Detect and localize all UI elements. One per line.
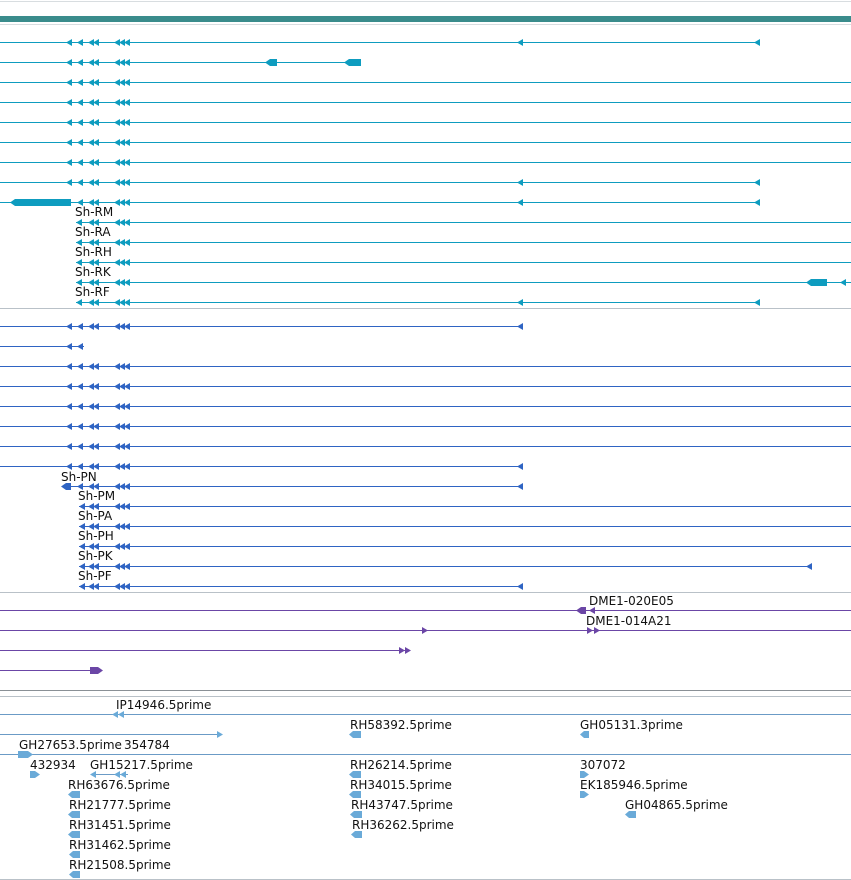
transcript-row[interactable] bbox=[0, 59, 361, 66]
est-feature[interactable]: RH21777.5prime bbox=[68, 798, 171, 818]
est-feature[interactable]: 307072 bbox=[580, 758, 626, 778]
protein-row-sh-pm[interactable]: Sh-PM bbox=[78, 489, 851, 510]
protein-row[interactable] bbox=[0, 423, 851, 430]
protein-row[interactable] bbox=[0, 443, 851, 450]
fosmid-label: DME1-014A21 bbox=[586, 614, 672, 628]
fosmid-row[interactable] bbox=[0, 627, 428, 634]
est-feature[interactable]: RH31462.5prime bbox=[69, 838, 171, 858]
protein-row-sh-ph[interactable]: Sh-PH bbox=[78, 529, 851, 550]
protein-label: Sh-PF bbox=[78, 569, 112, 583]
est-feature[interactable]: RH58392.5prime bbox=[349, 718, 452, 738]
protein-row-sh-pf[interactable]: Sh-PF bbox=[78, 569, 523, 590]
protein-label: Sh-PM bbox=[78, 489, 115, 503]
est-feature[interactable]: 432934 bbox=[30, 758, 76, 778]
est-label: RH21777.5prime bbox=[69, 798, 171, 812]
top-ruler bbox=[0, 1, 851, 25]
transcript-row[interactable] bbox=[0, 179, 760, 186]
protein-row[interactable] bbox=[0, 323, 523, 330]
transcript-row[interactable] bbox=[0, 159, 851, 166]
transcript-row-sh-ra[interactable]: Sh-RA bbox=[75, 225, 851, 246]
est-label: 307072 bbox=[580, 758, 626, 772]
transcript-label: Sh-RF bbox=[75, 285, 110, 299]
est-label: RH21508.5prime bbox=[69, 858, 171, 872]
est-label: RH58392.5prime bbox=[350, 718, 452, 732]
est-label: RH31462.5prime bbox=[69, 838, 171, 852]
protein-row-sh-pa[interactable]: Sh-PA bbox=[78, 509, 851, 530]
transcript-row-sh-rm[interactable]: Sh-RM bbox=[75, 205, 851, 226]
est-feature[interactable]: RH36262.5prime bbox=[351, 818, 454, 838]
protein-label: Sh-PA bbox=[78, 509, 113, 523]
est-feature[interactable]: GH15217.5prime bbox=[90, 758, 193, 778]
est-feature[interactable]: RH43747.5prime bbox=[350, 798, 453, 818]
est-feature[interactable]: 354784 bbox=[124, 731, 223, 752]
transcript-label: Sh-RH bbox=[75, 245, 112, 259]
est-label: GH15217.5prime bbox=[90, 758, 193, 772]
est-label: GH27653.5prime bbox=[19, 738, 122, 752]
transcript-label: Sh-RA bbox=[75, 225, 111, 239]
protein-row[interactable] bbox=[0, 363, 851, 370]
est-label: 354784 bbox=[124, 738, 170, 752]
transcript-row[interactable] bbox=[0, 99, 851, 106]
protein-row-sh-pn[interactable]: Sh-PN bbox=[61, 470, 523, 490]
protein-label: Sh-PH bbox=[78, 529, 114, 543]
est-label: 432934 bbox=[30, 758, 76, 772]
transcript-track: Sh-RM Sh-RA Sh-RH Sh-RK bbox=[0, 39, 851, 306]
est-label: EK185946.5prime bbox=[580, 778, 688, 792]
transcript-row[interactable] bbox=[0, 139, 851, 146]
est-label: RH31451.5prime bbox=[69, 818, 171, 832]
est-label: IP14946.5prime bbox=[116, 698, 211, 712]
est-label: RH34015.5prime bbox=[350, 778, 452, 792]
est-feature[interactable]: GH27653.5prime bbox=[18, 738, 122, 758]
fosmid-row[interactable] bbox=[0, 667, 103, 674]
fosmid-label: DME1-020E05 bbox=[589, 594, 674, 608]
protein-label: Sh-PK bbox=[78, 549, 114, 563]
est-feature[interactable]: GH04865.5prime bbox=[625, 798, 728, 818]
transcript-label: Sh-RM bbox=[75, 205, 113, 219]
fosmid-row-dme1-020e05[interactable]: DME1-020E05 bbox=[0, 594, 851, 614]
est-label: GH04865.5prime bbox=[625, 798, 728, 812]
transcript-row-sh-rk[interactable]: Sh-RK bbox=[75, 265, 851, 286]
est-feature[interactable]: RH26214.5prime bbox=[349, 758, 452, 778]
transcript-label: Sh-RK bbox=[75, 265, 112, 279]
est-label: RH36262.5prime bbox=[352, 818, 454, 832]
est-track: IP14946.5prime RH58392.5prime GH05131.3p… bbox=[0, 698, 851, 878]
transcript-row-sh-rf[interactable]: Sh-RF bbox=[75, 285, 760, 306]
transcript-row[interactable] bbox=[0, 79, 851, 86]
protein-row-sh-pk[interactable]: Sh-PK bbox=[78, 549, 812, 570]
est-feature[interactable]: EK185946.5prime bbox=[580, 778, 688, 798]
est-feature[interactable]: RH31451.5prime bbox=[68, 818, 171, 838]
protein-row[interactable] bbox=[0, 383, 851, 390]
est-feature[interactable]: RH63676.5prime bbox=[68, 778, 170, 798]
transcript-row[interactable] bbox=[0, 199, 760, 206]
est-label: GH05131.3prime bbox=[580, 718, 683, 732]
protein-label: Sh-PN bbox=[61, 470, 97, 484]
transcript-row[interactable] bbox=[0, 119, 851, 126]
est-feature[interactable]: GH05131.3prime bbox=[580, 718, 683, 738]
est-feature[interactable]: RH21508.5prime bbox=[69, 858, 171, 878]
est-label: RH26214.5prime bbox=[350, 758, 452, 772]
protein-track: Sh-PN Sh-PM Sh-PA Sh-PH bbox=[0, 323, 851, 590]
est-label: RH43747.5prime bbox=[351, 798, 453, 812]
est-feature[interactable]: RH34015.5prime bbox=[349, 778, 452, 798]
fosmid-track: DME1-020E05 DME1-014A21 bbox=[0, 594, 851, 674]
protein-row[interactable] bbox=[0, 343, 84, 350]
transcript-row-sh-rh[interactable]: Sh-RH bbox=[75, 245, 851, 266]
est-label: RH63676.5prime bbox=[68, 778, 170, 792]
est-feature[interactable]: IP14946.5prime bbox=[112, 698, 211, 718]
protein-row[interactable] bbox=[0, 403, 851, 410]
protein-row[interactable] bbox=[0, 463, 523, 470]
track-header-bar bbox=[0, 16, 851, 22]
transcript-row[interactable] bbox=[0, 39, 760, 46]
fosmid-row[interactable] bbox=[0, 647, 411, 654]
